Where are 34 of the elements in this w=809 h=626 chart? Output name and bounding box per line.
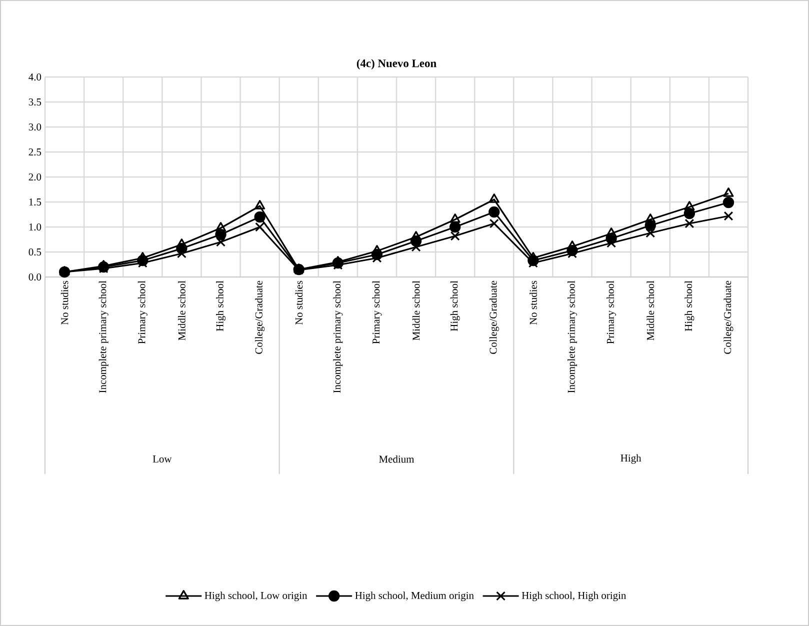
text: High [620,454,642,464]
x-tick-label: College/Graduate [489,280,499,354]
y-tick-label: 0.0 [28,273,42,281]
chart-title: (4c) Nuevo Leon [356,59,436,70]
x-tick-label: High school [216,280,226,332]
text: Low [152,456,172,462]
y-tick-label: 3.5 [28,98,42,106]
x-tick-label: College/Graduate [255,280,265,354]
y-tick-label: 2.0 [28,173,42,181]
x-tick-label: College/Graduate [724,280,734,354]
x-tick-label: Middle school [412,280,420,340]
y-tick-label: 1.5 [29,198,42,206]
x-tick-label: No studies [60,280,68,325]
x-tick-label: Incomplete primary school [98,280,108,393]
legend-label: High school, High origin [522,592,626,602]
x-tick-label: No studies [530,280,537,325]
x-tick-label: No studies [295,280,303,325]
y-tick-label: 4.0 [28,73,42,81]
x-tick-label: High school [684,280,694,332]
x-tick-label: Primary school [606,280,616,344]
legend-label: High school, Medium origin [355,592,474,602]
x-tick-label: Incomplete primary school [568,280,578,393]
y-tick-label: 0.5 [28,248,42,256]
x-tick-label: Primary school [372,280,382,344]
legend-label: High school, Low origin [204,592,308,602]
x-tick-label: Primary school [138,280,148,344]
x-tick-label: Middle school [646,280,654,340]
y-tick-label: 2.5 [28,148,42,156]
y-tick-label: 1.0 [29,223,42,231]
x-tick-label: High school [450,280,460,332]
x-tick-label: Middle school [178,280,186,340]
x-tick-label: Incomplete primary school [333,280,343,393]
text: Medium [379,455,414,463]
y-tick-label: 3.0 [28,123,42,131]
